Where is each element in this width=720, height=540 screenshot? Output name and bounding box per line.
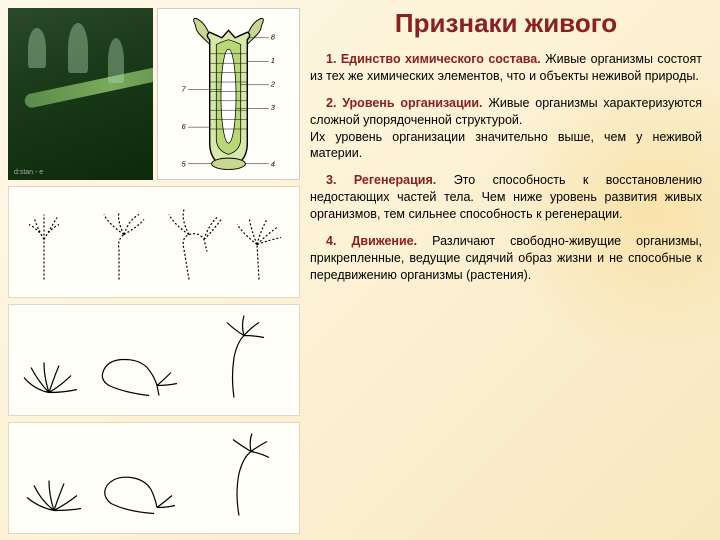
hydra-anatomy-diagram: 8 1 2 3 4 5 6 7 bbox=[157, 8, 300, 180]
item-text-continued: Их уровень организации значительно выше,… bbox=[310, 130, 702, 161]
hydra-photograph: d:stan - e bbox=[8, 8, 153, 180]
svg-text:6: 6 bbox=[182, 122, 187, 131]
svg-text:8: 8 bbox=[271, 33, 276, 42]
page-title: Признаки живого bbox=[310, 8, 702, 39]
paragraph-2: 2. Уровень организации. Живые организмы … bbox=[310, 95, 702, 163]
item-number: 4. bbox=[326, 234, 336, 248]
svg-text:7: 7 bbox=[182, 84, 187, 93]
svg-text:1: 1 bbox=[271, 56, 275, 65]
svg-text:4: 4 bbox=[271, 160, 275, 169]
svg-text:5: 5 bbox=[182, 160, 187, 169]
locomotion-sketches-2 bbox=[8, 422, 300, 534]
item-number: 1. bbox=[326, 52, 336, 66]
illustrations-column: d:stan - e bbox=[0, 0, 300, 540]
regeneration-sketches bbox=[8, 186, 300, 298]
item-term: Движение. bbox=[352, 234, 418, 248]
svg-text:3: 3 bbox=[271, 103, 276, 112]
photo-watermark: d:stan - e bbox=[14, 169, 43, 176]
item-term: Регенерация. bbox=[354, 173, 436, 187]
item-term: Единство химического состава. bbox=[341, 52, 541, 66]
top-images-row: d:stan - e bbox=[8, 8, 300, 180]
locomotion-sketches-1 bbox=[8, 304, 300, 416]
paragraph-4: 4. Движение. Различают свободно-живущие … bbox=[310, 233, 702, 284]
paragraph-3: 3. Регенерация. Это способность к восста… bbox=[310, 172, 702, 223]
item-number: 3. bbox=[326, 173, 336, 187]
item-term: Уровень организации. bbox=[342, 96, 482, 110]
paragraph-1: 1. Единство химического состава. Живые о… bbox=[310, 51, 702, 85]
svg-text:2: 2 bbox=[270, 80, 276, 89]
text-column: Признаки живого 1. Единство химического … bbox=[300, 0, 720, 540]
item-number: 2. bbox=[326, 96, 336, 110]
